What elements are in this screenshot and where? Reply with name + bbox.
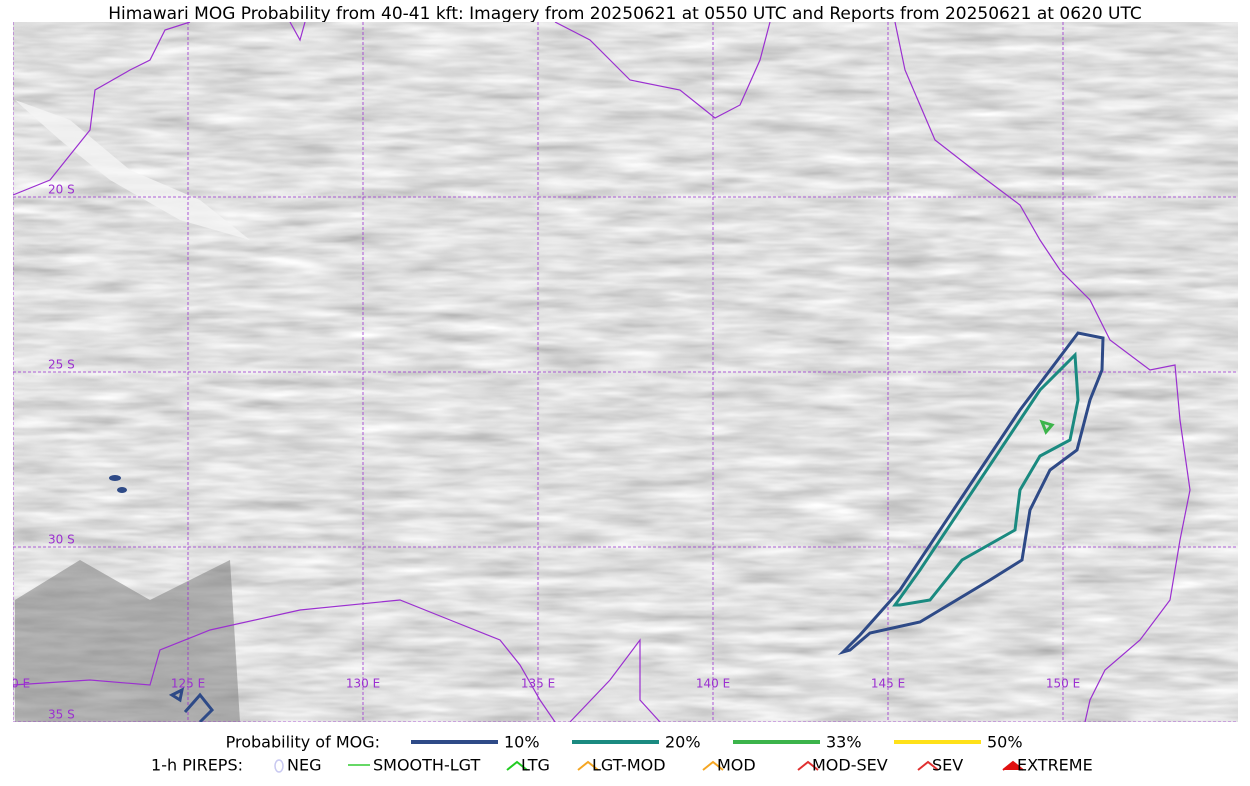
contour-10 (117, 487, 127, 493)
bright-cloud (15, 100, 250, 240)
legend-label: MOD-SEV (812, 756, 888, 775)
lat-label: 20 S (48, 183, 75, 197)
legend-label: 50% (987, 733, 1023, 752)
legend-symbol (702, 760, 724, 771)
legend-title: 1-h PIREPS: (151, 756, 243, 775)
contour-10 (109, 475, 121, 481)
legend-symbol (797, 760, 819, 771)
map-area: 120 E 125 E 130 E 135 E 140 E 145 E 150 E 20 S 2… (0, 22, 1238, 722)
legend-label: NEG (287, 756, 321, 775)
legend-label: SEV (932, 756, 963, 775)
lon-label: 125 E (171, 677, 205, 691)
coastline (13, 22, 1191, 722)
lon-label: 120 E (0, 677, 30, 691)
legend-label: 10% (504, 733, 540, 752)
legend-label: LTG (521, 756, 550, 775)
graticule (13, 22, 1238, 722)
lat-label: 25 S (48, 358, 75, 372)
legend-symbol (577, 760, 599, 771)
legend-label: LGT-MOD (592, 756, 666, 775)
grid-labels: 120 E 125 E 130 E 135 E 140 E 145 E 150 E 20 S 2… (0, 183, 1080, 722)
legend-label: MOD (717, 756, 756, 775)
lat-label: 30 S (48, 533, 75, 547)
legend-label: EXTREME (1017, 756, 1093, 775)
title: Himawari MOG Probability from 40-41 kft:… (108, 4, 1142, 24)
contour-33 (1039, 419, 1055, 435)
legend: Probability of MOG: 10% 20% 33% 50% 1-h PIREP… (151, 733, 1093, 775)
lon-label: 135 E (521, 677, 555, 691)
legend-symbol (506, 760, 528, 771)
lon-label: 140 E (696, 677, 730, 691)
lat-label: 35 S (48, 708, 75, 722)
legend-title: Probability of MOG: (226, 733, 380, 752)
contour-20 (892, 351, 1080, 607)
legend-symbol (1002, 760, 1024, 771)
lon-label: 150 E (1046, 677, 1080, 691)
legend-symbol (917, 760, 939, 771)
contour-10 (837, 331, 1105, 656)
contour-10 (168, 687, 215, 722)
legend-symbol (274, 759, 284, 773)
legend-label: SMOOTH-LGT (373, 756, 480, 775)
lon-label: 130 E (346, 677, 380, 691)
legend-label: 33% (826, 733, 862, 752)
lon-label: 145 E (871, 677, 905, 691)
legend-label: 20% (665, 733, 701, 752)
